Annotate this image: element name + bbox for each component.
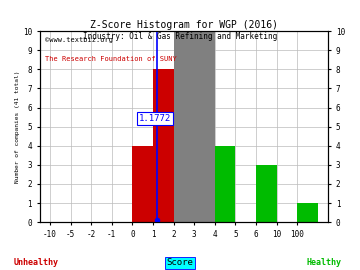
Text: Score: Score [167, 258, 193, 267]
Bar [132, 146, 153, 222]
Bar [297, 203, 318, 222]
Bar [174, 107, 194, 222]
Y-axis label: Number of companies (41 total): Number of companies (41 total) [15, 70, 20, 183]
Text: ©www.textbiz.org: ©www.textbiz.org [45, 37, 113, 43]
Bar [174, 31, 215, 222]
Title: Z-Score Histogram for WGP (2016): Z-Score Histogram for WGP (2016) [90, 21, 278, 31]
Bar [256, 165, 276, 222]
Bar [153, 69, 174, 222]
Bar [215, 146, 235, 222]
Text: Unhealthy: Unhealthy [14, 258, 58, 267]
Text: Healthy: Healthy [306, 258, 342, 267]
Bar [194, 107, 215, 222]
Text: 1.1772: 1.1772 [139, 114, 171, 123]
Bar [174, 107, 194, 222]
Text: The Research Foundation of SUNY: The Research Foundation of SUNY [45, 56, 177, 62]
Text: Industry: Oil & Gas Refining and Marketing: Industry: Oil & Gas Refining and Marketi… [83, 32, 277, 41]
